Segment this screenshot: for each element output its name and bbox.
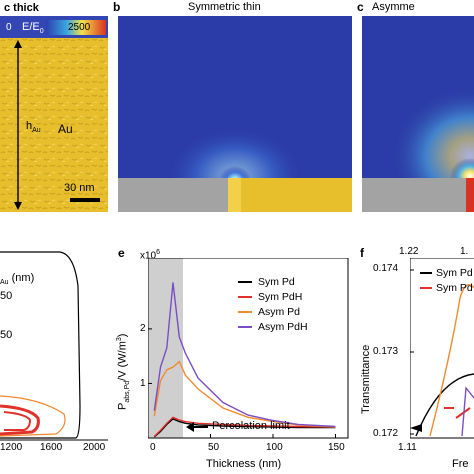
colorbar-min-label: 0: [6, 22, 12, 33]
panel-e-xtick-50: 50: [208, 442, 220, 453]
panel-d-legend-value-1: 50: [0, 290, 13, 302]
panel-c-letter: c: [357, 0, 364, 14]
panel-f-legend-item-1: Sym Pd: [420, 266, 473, 281]
panel-f-top-tick-1: 1.22: [399, 246, 419, 257]
panel-b-title: Symmetric thin: [188, 1, 261, 13]
panel-f-ylabel: Transmittance: [360, 344, 372, 414]
panel-e-xtick-100: 100: [266, 442, 283, 453]
series-line-asym-pdh: [153, 282, 336, 428]
panel-e-xtick-0: 0: [150, 442, 156, 453]
scalebar: [70, 198, 100, 202]
percolation-arrow: [186, 422, 208, 432]
panel-e-exponent: x106: [140, 249, 161, 262]
panel-e-xtick-150: 150: [328, 442, 345, 453]
hot-gap: [466, 178, 474, 212]
panel-d-xtick-2: 1600: [40, 442, 63, 453]
legend-item-sym-pd: Sym Pd: [238, 275, 308, 290]
panel-c-field-map: [362, 16, 474, 212]
series-line-sym-pdh: [153, 416, 336, 437]
panel-d-legend-value-2: 50: [0, 329, 13, 341]
colorbar-max-label: 2500: [68, 22, 91, 33]
legend-item-sym-pdh: Sym PdH: [238, 290, 308, 305]
panel-e-ylabel: Pabs,Pd/V (W/m3): [116, 333, 131, 410]
panel-d-xtick-1: 1200: [0, 442, 23, 453]
panel-f-top-tick-2: 1.: [460, 246, 469, 257]
panel-a-title: c thick: [4, 2, 39, 14]
panel-b-letter: b: [113, 0, 121, 14]
panel-b-field-map: [118, 16, 352, 212]
panel-f-xlabel: Fre: [452, 458, 469, 470]
panel-e-xlabel: Thickness (nm): [206, 458, 282, 470]
panel-f-ytick-3: 0.172: [373, 428, 399, 439]
pd-gap: [228, 178, 241, 212]
legend-item-asym-pdh: Asym PdH: [238, 320, 308, 335]
panel-f-ytick-1: 0.174: [373, 263, 399, 274]
legend-item-asym-pd: Asym Pd: [238, 305, 308, 320]
colorbar: [46, 20, 106, 35]
thickness-label: hAu: [26, 120, 41, 135]
panel-d-legend-header: Au (nm): [0, 272, 35, 287]
panel-f-legend: Sym Pd Sym Pd: [420, 266, 473, 296]
thickness-arrow: [14, 40, 22, 210]
panel-e-ytick-2: 2: [140, 323, 146, 334]
panel-a: c thick 0 E/E0 2500 hAu Au 30: [0, 0, 108, 212]
percolation-label: Percolation limit: [212, 420, 290, 432]
scalebar-label: 30 nm: [64, 182, 95, 194]
au-layer-right: [241, 178, 352, 212]
panel-e-legend: Sym Pd Sym PdH Asym Pd Asym PdH: [238, 275, 308, 335]
panel-f-xtick: 1.11: [398, 442, 417, 453]
panel-f-legend-item-2: Sym Pd: [420, 281, 473, 296]
colorbar-title: E/E0: [22, 21, 44, 36]
panel-e-letter: e: [118, 246, 125, 260]
panel-f-ytick-2: 0.173: [373, 346, 399, 357]
substrate: [362, 178, 466, 212]
panel-d-xtick-3: 2000: [83, 442, 106, 453]
substrate-left: [118, 178, 228, 212]
panel-f-letter: f: [360, 246, 364, 260]
material-label: Au: [58, 122, 73, 136]
series-line-asym-pd: [153, 360, 336, 428]
panel-e-ytick-1: 1: [140, 378, 146, 389]
panel-e-chart: [148, 258, 349, 439]
panel-e-axes-frame: [148, 258, 349, 439]
panel-c-title: Asymme: [372, 1, 415, 13]
panel-d-plot: [0, 251, 108, 441]
percolation-region: [148, 258, 183, 438]
panel-f-plot: [410, 258, 474, 439]
